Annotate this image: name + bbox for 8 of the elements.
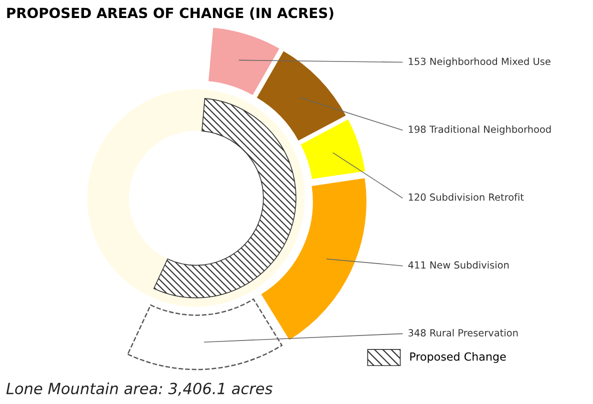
chart-title: PROPOSED AREAS OF CHANGE (IN ACRES) [7, 7, 334, 20]
text: Proposed Change [410, 352, 506, 363]
slice-label: 153 Neighborhood Mixed Use [408, 58, 550, 67]
slice-label: 348 Rural Preservation [408, 328, 518, 336]
slice-label: 120 Subdivision Retrofit [408, 193, 524, 201]
slice-label: 198 Traditional Neighborhood [408, 125, 551, 135]
text: Lone Mountain area: 3,406.1 acres [6, 382, 272, 396]
slice-label: 411 New Subdivision [408, 261, 509, 269]
